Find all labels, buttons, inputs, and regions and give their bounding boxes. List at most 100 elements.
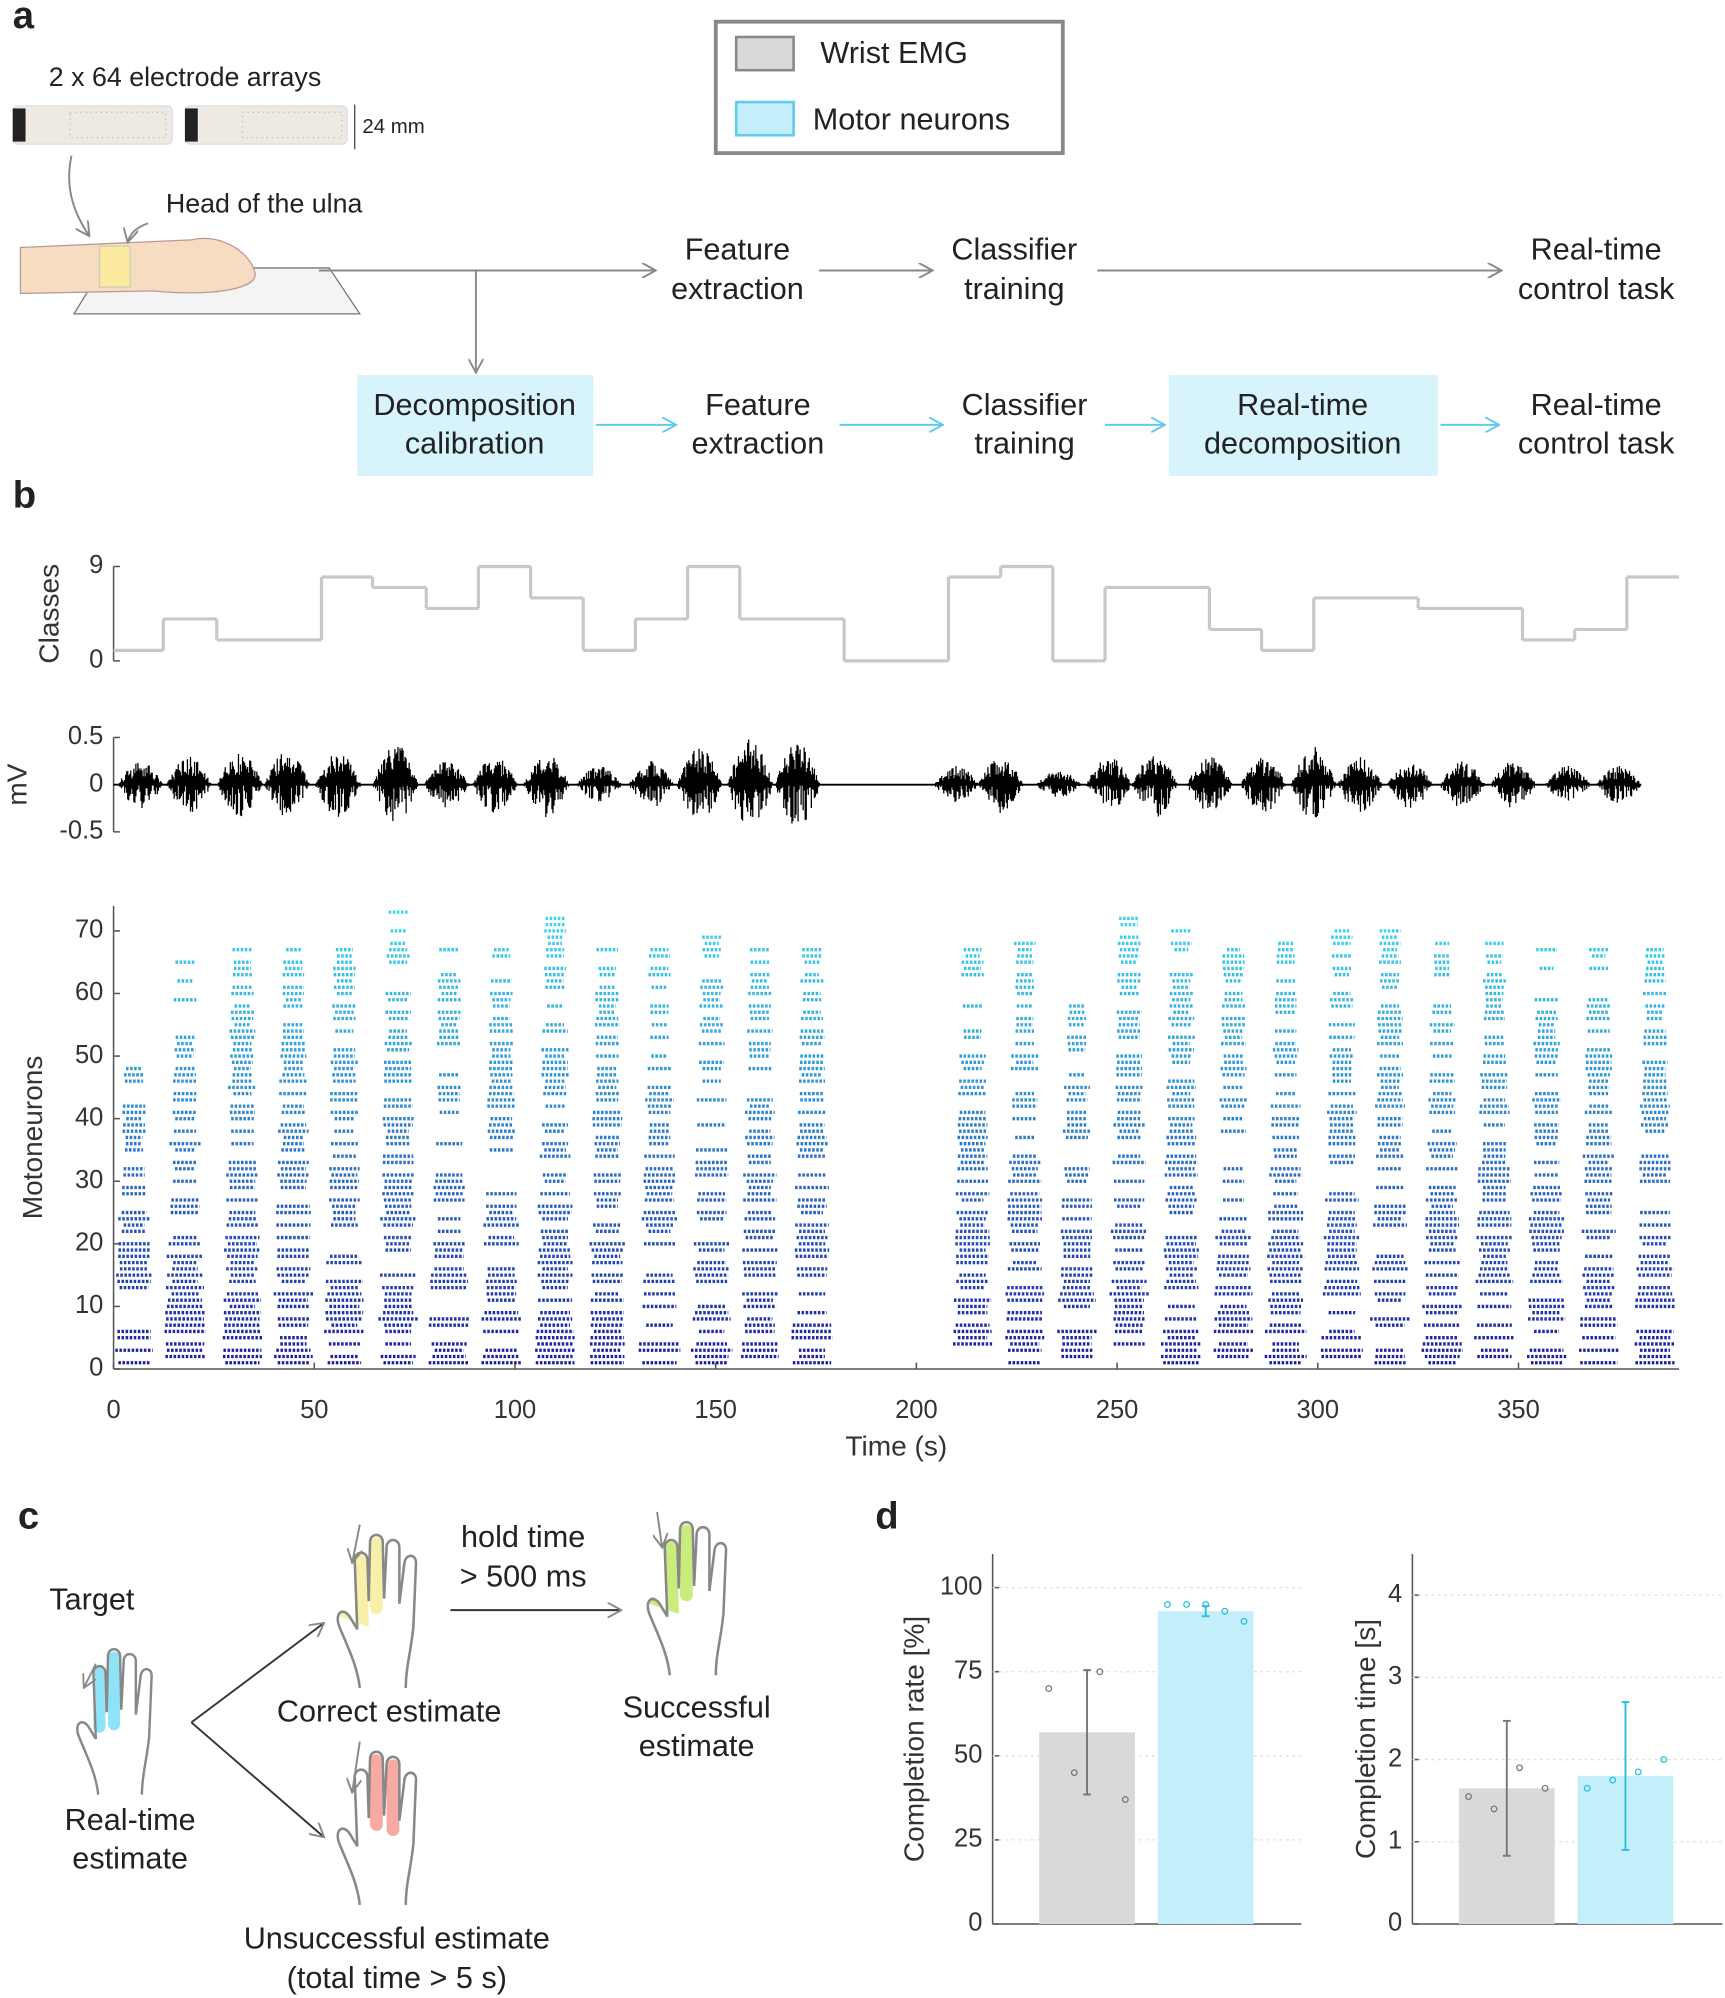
y-tick-label: 20 (75, 1229, 103, 1257)
y-tick-label: -0.5 (59, 817, 103, 845)
flow-arrows (318, 270, 1502, 476)
emg-burst (628, 761, 675, 806)
flow-label: Feature (705, 388, 811, 422)
emg-burst (472, 760, 518, 813)
flow-label: extraction (692, 426, 825, 460)
flow-label: Unsuccessful estimate (244, 1922, 550, 1956)
emg-burst (933, 766, 980, 803)
emg-burst (523, 757, 569, 818)
data-point (1609, 1776, 1617, 1784)
y-tick-label: 1 (1388, 1827, 1402, 1855)
emg-burst (372, 747, 418, 822)
data-point (1583, 1784, 1591, 1792)
y-axis-label: Completion time [s] (1350, 1619, 1381, 1859)
data-point (1465, 1793, 1472, 1801)
data-point (1163, 1601, 1171, 1608)
y-tick-label: 0 (89, 646, 103, 674)
y-axis-label: Classes (33, 564, 64, 664)
y-tick-label: 30 (75, 1166, 103, 1194)
landmark-label: Head of the ulna (166, 188, 363, 218)
emg-burst (166, 756, 212, 812)
emg-burst (774, 744, 821, 824)
emg-burst (1596, 766, 1642, 803)
emg-burst (1337, 757, 1383, 812)
data-point (1490, 1805, 1498, 1813)
correct-label: Correct estimate (277, 1695, 502, 1729)
flow-label: Real-time (1531, 232, 1662, 266)
y-axis-label: Motoneurons (17, 1056, 48, 1220)
emg-burst (1186, 757, 1232, 809)
emg-burst (576, 767, 622, 802)
panel-label: a (13, 0, 35, 37)
flow-label: calibration (405, 426, 545, 460)
y-tick-label: 70 (75, 916, 103, 944)
emg-burst (1291, 747, 1337, 818)
x-tick-label: 0 (106, 1396, 120, 1424)
hand-successful (646, 1511, 728, 1677)
emg-burst (727, 739, 773, 821)
flow-label: Classifier (962, 388, 1088, 422)
x-axis-label: Time (s) (845, 1431, 947, 1462)
flow-label: Feature (685, 232, 791, 266)
flow-label: hold time (461, 1520, 585, 1554)
y-tick-label: 0.5 (68, 722, 103, 750)
data-point (1516, 1764, 1524, 1772)
y-axis-label: mV (2, 763, 33, 805)
emg-burst (264, 754, 310, 816)
flow-label: Real-time (65, 1803, 196, 1837)
flow-label: decomposition (1204, 426, 1401, 460)
y-tick-label: 0 (968, 1909, 982, 1937)
y-tick-label: 2 (1388, 1744, 1402, 1772)
emg-burst (1036, 771, 1082, 797)
data-point (1660, 1756, 1668, 1764)
emg-burst (1132, 756, 1178, 817)
y-tick-label: 3 (1388, 1662, 1402, 1690)
flow-label: estimate (639, 1729, 755, 1763)
emg-burst (1240, 758, 1286, 812)
y-tick-label: 100 (940, 1572, 983, 1600)
flow-label: control task (1518, 272, 1675, 306)
y-tick-label: 25 (954, 1825, 982, 1853)
legend: Wrist EMG Motor neurons (713, 19, 1065, 156)
y-axis-label: Completion rate [%] (898, 1616, 929, 1862)
flow-label: training (974, 426, 1074, 460)
bar (1157, 1611, 1254, 1924)
data-point (1121, 1796, 1129, 1803)
data-point (1541, 1784, 1549, 1792)
x-tick-label: 100 (494, 1396, 537, 1424)
panel-label: d (875, 1494, 898, 1537)
y-tick-label: 40 (75, 1103, 103, 1131)
data-point (1240, 1617, 1248, 1625)
flow-label: Decomposition (373, 388, 575, 422)
legend-label: Motor neurons (813, 102, 1010, 136)
target-label: Target (49, 1582, 135, 1616)
flow-label: Successful (623, 1691, 771, 1725)
y-tick-label: 50 (954, 1741, 982, 1769)
y-tick-label: 10 (75, 1291, 103, 1319)
flow-label: Classifier (951, 232, 1077, 266)
data-point (1221, 1607, 1229, 1615)
hand-correct (336, 1524, 418, 1690)
hand-unsuccessful (336, 1741, 418, 1907)
emg-burst (424, 762, 470, 808)
arrays-label: 2 x 64 electrode arrays (49, 62, 321, 92)
emg-burst (676, 748, 723, 815)
x-tick-label: 300 (1297, 1396, 1340, 1424)
flow-label: (total time > 5 s) (287, 1961, 507, 1995)
emg-burst (1439, 761, 1485, 806)
x-tick-label: 50 (300, 1396, 328, 1424)
electrode-arrays (12, 104, 356, 150)
flow-label: control task (1518, 426, 1675, 460)
y-tick-label: 9 (89, 551, 103, 579)
x-tick-label: 250 (1096, 1396, 1139, 1424)
y-tick-label: 4 (1388, 1580, 1402, 1608)
flow-label: estimate (72, 1841, 188, 1875)
forearm-drawing (19, 155, 362, 315)
x-tick-label: 350 (1497, 1396, 1540, 1424)
data-point (1202, 1601, 1210, 1608)
panel-label: c (18, 1494, 39, 1537)
flow-label: training (964, 272, 1064, 306)
x-tick-label: 150 (694, 1396, 737, 1424)
flow-label: Real-time (1531, 388, 1662, 422)
